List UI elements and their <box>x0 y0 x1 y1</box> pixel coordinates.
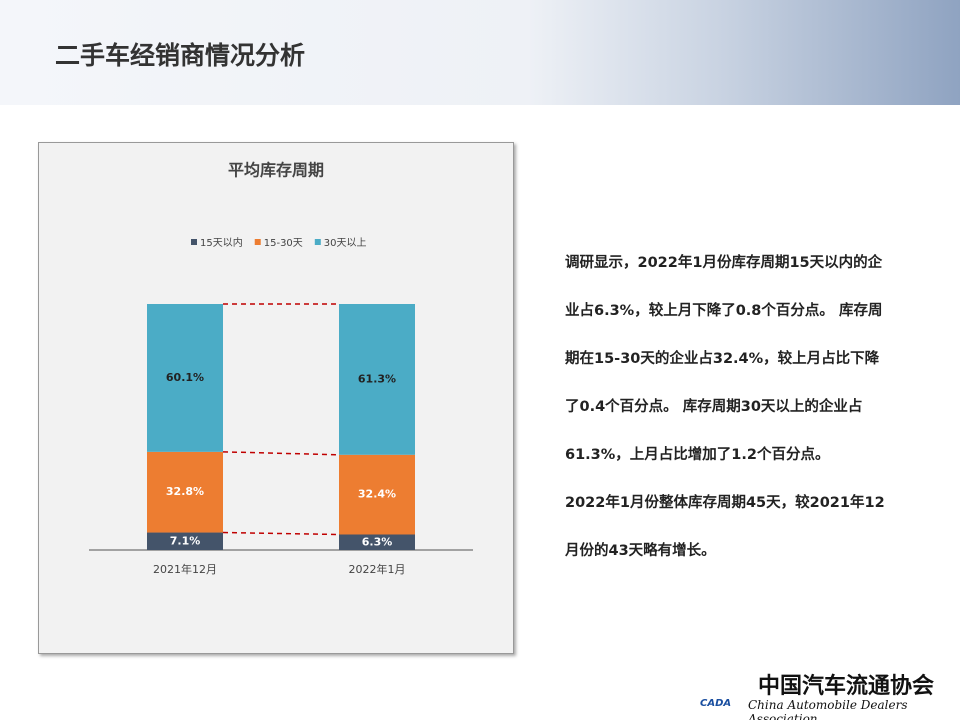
data-label: 61.3% <box>358 372 396 385</box>
logo-english: China Automobile Dealers Association <box>748 698 908 720</box>
text-line: 月份的43天略有增长。 <box>565 543 716 559</box>
connector <box>222 531 340 536</box>
text-line: 了0.4个百分点。 库存周期30天以上的企业占 <box>565 399 863 415</box>
bar-segment <box>147 451 223 533</box>
bar-segment <box>147 304 223 452</box>
chart-title: 平均库存周期 <box>228 161 324 180</box>
data-label: 32.4% <box>358 488 396 501</box>
legend-label: 15-30天 <box>264 238 303 249</box>
header-band <box>0 0 960 105</box>
text-line: 期在15-30天的企业占32.4%，较上月占比下降 <box>565 351 880 367</box>
legend-label: 30天以上 <box>324 237 367 249</box>
data-label: 60.1% <box>166 371 204 384</box>
legend-swatch <box>254 239 261 245</box>
text-line: 2022年1月份整体库存周期45天，较2021年12 <box>565 495 885 511</box>
chart-frame: 平均库存周期 15天以内 15-30天 30天以上 7.1% 32.8% 60.1% 2021… <box>38 142 514 654</box>
legend-label: 15天以内 <box>200 236 243 249</box>
connector <box>222 451 340 456</box>
x-tick-label: 2022年1月 <box>349 562 406 576</box>
text-line: 业占6.3%，较上月下降了0.8个百分点。 库存周 <box>565 303 883 319</box>
x-tick-label: 2021年12月 <box>153 562 217 576</box>
data-label: 6.3% <box>362 535 393 548</box>
text-line: 61.3%，上月占比增加了1.2个百分点。 <box>565 447 830 463</box>
slide-title: 二手车经销商情况分析 <box>55 41 306 70</box>
data-label: 32.8% <box>166 485 204 498</box>
bar-segment <box>339 304 415 455</box>
bar-segment <box>147 532 223 550</box>
chart: 平均库存周期 15天以内 15-30天 30天以上 7.1% 32.8% 60.1% 2021… <box>89 161 473 576</box>
logo-name: 中国汽车流通协会 <box>758 673 935 699</box>
data-label: 7.1% <box>170 534 201 547</box>
body-text: 调研显示，2022年1月份库存周期15天以内的企 业占6.3%，较上月下降了0.8… <box>565 250 945 586</box>
bar-segment <box>339 454 415 535</box>
text-line: 调研显示，2022年1月份库存周期15天以内的企 <box>565 255 883 271</box>
logo-abbr: CADA <box>700 698 732 709</box>
legend-swatch <box>314 239 321 245</box>
legend-swatch <box>191 239 197 245</box>
bar-segment <box>339 534 415 550</box>
